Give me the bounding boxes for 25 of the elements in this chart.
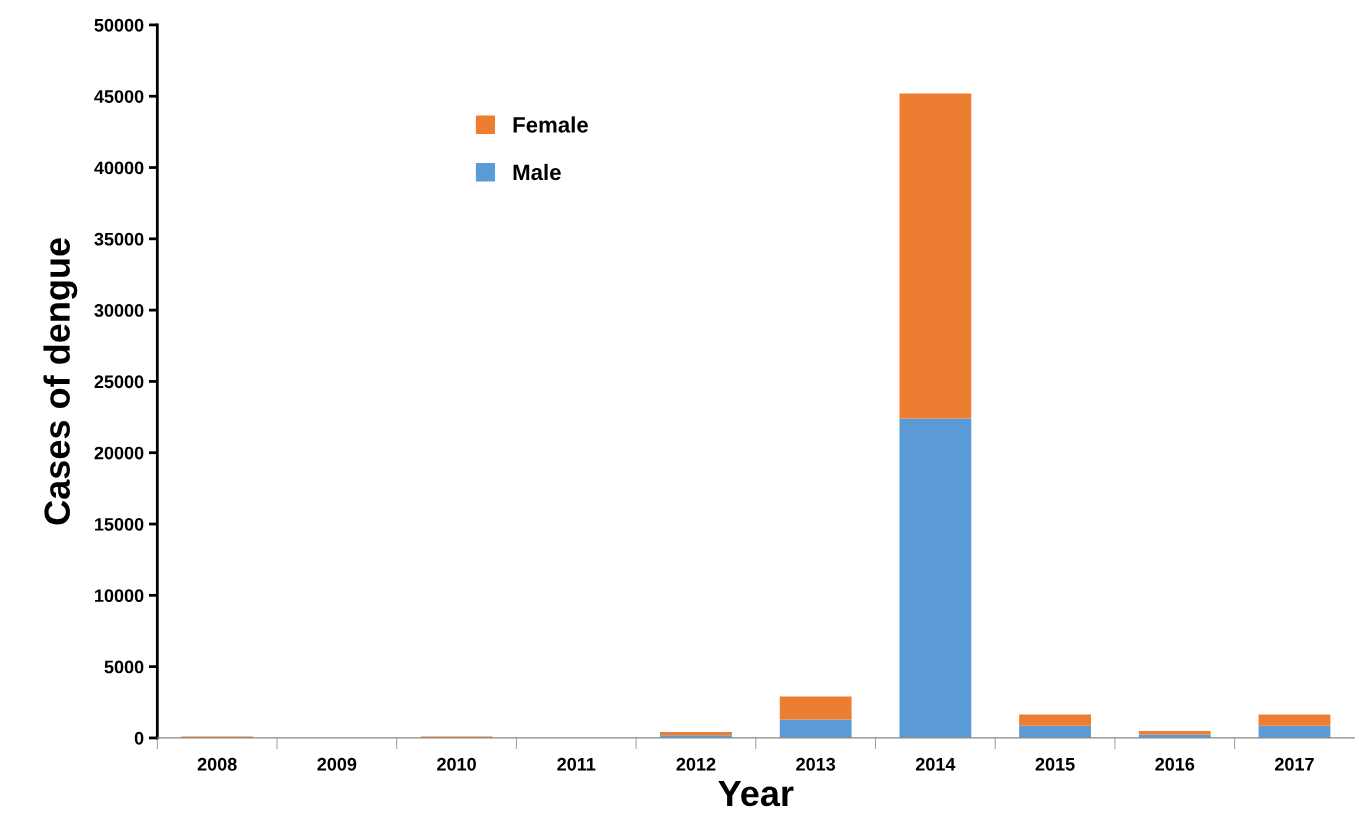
x-tick-label: 2016 [1155, 757, 1195, 771]
y-tick-label: 45000 [94, 90, 144, 103]
legend-label: Female [513, 116, 588, 133]
x-tick-label: 2011 [557, 757, 596, 771]
legend-label: Male [513, 163, 561, 181]
y-tick-label: 50000 [94, 18, 144, 32]
y-tick-label: 35000 [94, 232, 144, 246]
y-tick-label: 15000 [95, 517, 144, 531]
x-tick-label: 2015 [1035, 757, 1075, 771]
x-tick-label: 2009 [317, 757, 357, 771]
x-axis-title: Year [718, 781, 794, 807]
x-tick-label: 2010 [437, 757, 476, 771]
x-tick-label: 2012 [676, 757, 716, 771]
y-axis-title: Cases of dengue [43, 238, 78, 525]
y-tick-label: 10000 [95, 589, 144, 603]
y-tick-label: 0 [134, 731, 144, 745]
y-tick-label: 40000 [94, 161, 144, 175]
y-tick-label: 20000 [94, 446, 144, 460]
x-tick-label: 2013 [796, 757, 836, 771]
y-tick-label: 5000 [104, 660, 144, 674]
x-tick-label: 2017 [1275, 757, 1314, 771]
y-tick-label: 30000 [94, 304, 144, 317]
y-tick-label: 25000 [94, 375, 144, 389]
x-tick-label: 2008 [197, 757, 237, 771]
x-tick-label: 2014 [915, 757, 956, 771]
